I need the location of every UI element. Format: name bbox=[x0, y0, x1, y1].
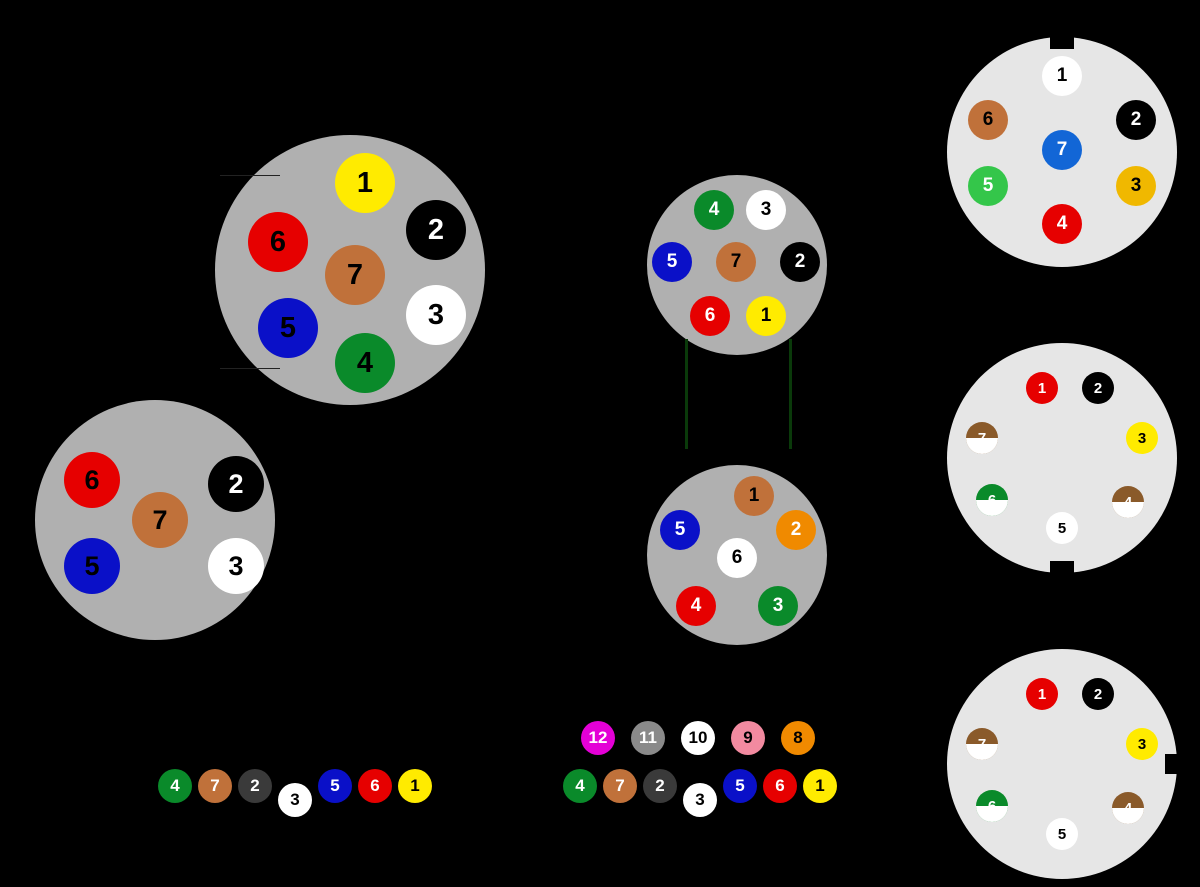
pin-right_2-4: 4 bbox=[1112, 486, 1144, 518]
pin-big_left-1: 1 bbox=[335, 153, 395, 213]
pin-mid_top-5: 5 bbox=[652, 242, 692, 282]
row-row12_top-pin-9: 9 bbox=[731, 721, 765, 755]
pin-right_2-2: 2 bbox=[1082, 372, 1114, 404]
connector-big_left-line-0 bbox=[220, 175, 280, 176]
row-row12_bottom-pin-5: 5 bbox=[723, 769, 757, 803]
row-row12_bottom-pin-3: 3 bbox=[683, 783, 717, 817]
row-row12_top-pin-12: 12 bbox=[581, 721, 615, 755]
connector-right_3-notch bbox=[1165, 754, 1183, 774]
pin-right_3-5: 5 bbox=[1046, 818, 1078, 850]
pin-mid_top-7: 7 bbox=[716, 242, 756, 282]
pin-right_1-3: 3 bbox=[1116, 166, 1156, 206]
pin-mid_top-2: 2 bbox=[780, 242, 820, 282]
pin-right_2-6: 6 bbox=[976, 484, 1008, 516]
pin-right_3-7: 7 bbox=[966, 728, 998, 760]
row-row12_bottom-pin-1: 1 bbox=[803, 769, 837, 803]
pin-right_3-1: 1 bbox=[1026, 678, 1058, 710]
pin-mid_top-3: 3 bbox=[746, 190, 786, 230]
row-row7-pin-4: 4 bbox=[158, 769, 192, 803]
row-row7-pin-7: 7 bbox=[198, 769, 232, 803]
pin-right_3-6: 6 bbox=[976, 790, 1008, 822]
pin-right_1-2: 2 bbox=[1116, 100, 1156, 140]
pin-mid_bottom-6: 6 bbox=[717, 538, 757, 578]
row-row7-pin-3: 3 bbox=[278, 783, 312, 817]
pin-right_1-6: 6 bbox=[968, 100, 1008, 140]
connector-mid_top-leg-right bbox=[789, 339, 792, 449]
pin-right_2-1: 1 bbox=[1026, 372, 1058, 404]
pin-big_left-6: 6 bbox=[248, 212, 308, 272]
pin-big_left-3: 3 bbox=[406, 285, 466, 345]
pin-mid_bottom-4: 4 bbox=[676, 586, 716, 626]
pin-mid_bottom-5: 5 bbox=[660, 510, 700, 550]
pin-right_2-3: 3 bbox=[1126, 422, 1158, 454]
row-row12_bottom-pin-2: 2 bbox=[643, 769, 677, 803]
pin-right_1-5: 5 bbox=[968, 166, 1008, 206]
row-row12_bottom-pin-4: 4 bbox=[563, 769, 597, 803]
pin-right_3-3: 3 bbox=[1126, 728, 1158, 760]
row-row7-pin-1: 1 bbox=[398, 769, 432, 803]
pin-right_1-1: 1 bbox=[1042, 56, 1082, 96]
row-row12_top-pin-8: 8 bbox=[781, 721, 815, 755]
row-row12_bottom-pin-7: 7 bbox=[603, 769, 637, 803]
diagram-stage: 1234567235674357261152643123456712345671… bbox=[0, 0, 1200, 887]
pin-big_lower_left-7: 7 bbox=[132, 492, 188, 548]
pin-big_lower_left-6: 6 bbox=[64, 452, 120, 508]
pin-right_1-7: 7 bbox=[1042, 130, 1082, 170]
pin-right_3-4: 4 bbox=[1112, 792, 1144, 824]
pin-right_2-7: 7 bbox=[966, 422, 998, 454]
row-row12_top-pin-10: 10 bbox=[681, 721, 715, 755]
row-row12_top-pin-11: 11 bbox=[631, 721, 665, 755]
pin-big_lower_left-3: 3 bbox=[208, 538, 264, 594]
pin-big_left-4: 4 bbox=[335, 333, 395, 393]
pin-mid_top-1: 1 bbox=[746, 296, 786, 336]
pin-mid_bottom-3: 3 bbox=[758, 586, 798, 626]
pin-right_2-5: 5 bbox=[1046, 512, 1078, 544]
pin-big_lower_left-2: 2 bbox=[208, 456, 264, 512]
pin-mid_bottom-1: 1 bbox=[734, 476, 774, 516]
row-row7-pin-6: 6 bbox=[358, 769, 392, 803]
row-row12_bottom-pin-6: 6 bbox=[763, 769, 797, 803]
connector-big_left-line-1 bbox=[220, 368, 280, 369]
pin-big_left-2: 2 bbox=[406, 200, 466, 260]
pin-big_left-5: 5 bbox=[258, 298, 318, 358]
pin-right_1-4: 4 bbox=[1042, 204, 1082, 244]
pin-big_lower_left-5: 5 bbox=[64, 538, 120, 594]
row-row7-pin-2: 2 bbox=[238, 769, 272, 803]
pin-big_left-7: 7 bbox=[325, 245, 385, 305]
pin-mid_bottom-2: 2 bbox=[776, 510, 816, 550]
connector-right_2-notch bbox=[1050, 561, 1074, 577]
row-row7-pin-5: 5 bbox=[318, 769, 352, 803]
pin-right_3-2: 2 bbox=[1082, 678, 1114, 710]
pin-mid_top-4: 4 bbox=[694, 190, 734, 230]
pin-mid_top-6: 6 bbox=[690, 296, 730, 336]
connector-mid_top-leg-left bbox=[685, 339, 688, 449]
connector-right_1-notch bbox=[1050, 33, 1074, 49]
